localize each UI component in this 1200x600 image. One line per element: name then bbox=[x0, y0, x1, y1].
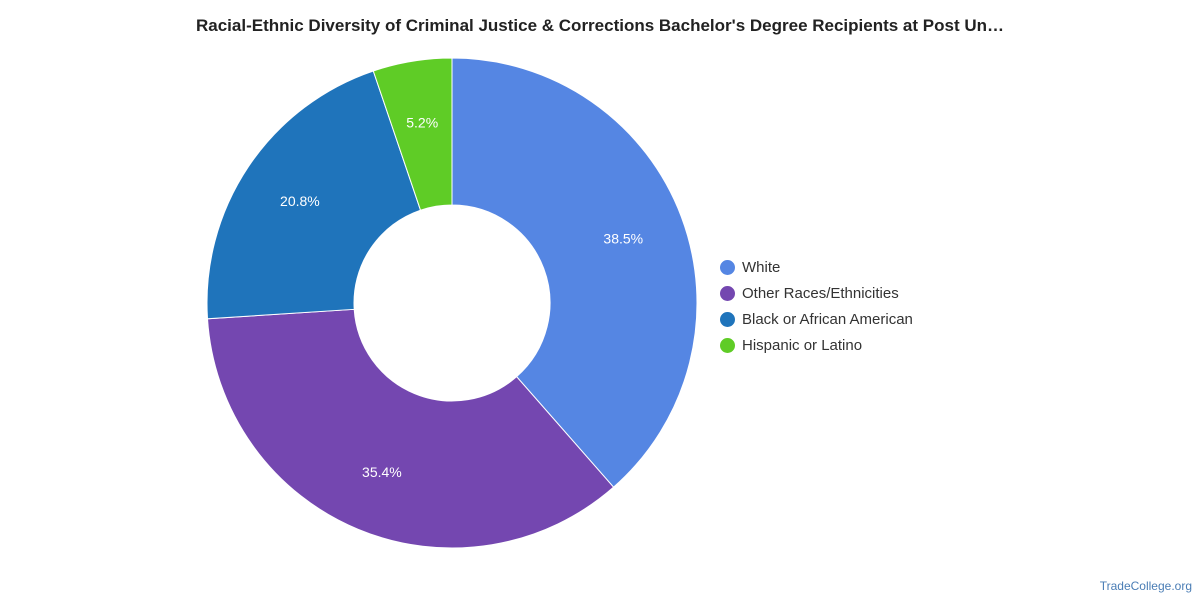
slice-label-hispanic: 5.2% bbox=[406, 114, 438, 130]
legend-item-white[interactable]: White bbox=[720, 254, 913, 280]
legend-item-black[interactable]: Black or African American bbox=[720, 306, 913, 332]
legend-label-black: Black or African American bbox=[742, 310, 913, 328]
legend-item-other-races[interactable]: Other Races/Ethnicities bbox=[720, 280, 913, 306]
slice-group bbox=[206, 57, 698, 549]
chart-title: Racial-Ethnic Diversity of Criminal Just… bbox=[196, 16, 1004, 35]
legend-swatch-black bbox=[720, 311, 735, 327]
legend-swatch-other-races bbox=[720, 285, 735, 301]
slice-label-black: 20.8% bbox=[280, 193, 320, 209]
legend-item-hispanic[interactable]: Hispanic or Latino bbox=[720, 332, 913, 358]
legend: White Other Races/Ethnicities Black or A… bbox=[720, 254, 913, 358]
slice-hispanic[interactable] bbox=[372, 57, 453, 211]
label-group: 38.5% 35.4% 20.8% 5.2% bbox=[280, 114, 643, 480]
slice-label-other-races: 35.4% bbox=[362, 464, 402, 480]
legend-label-white: White bbox=[742, 258, 781, 276]
legend-swatch-hispanic bbox=[720, 337, 735, 353]
slice-other-races[interactable] bbox=[206, 308, 615, 549]
slice-white[interactable] bbox=[451, 57, 698, 488]
legend-label-hispanic: Hispanic or Latino bbox=[742, 336, 863, 354]
legend-swatch-white bbox=[720, 259, 735, 275]
slice-black[interactable] bbox=[206, 70, 422, 320]
slice-label-white: 38.5% bbox=[603, 231, 643, 247]
credit-link[interactable]: TradeCollege.org bbox=[1099, 579, 1192, 593]
legend-label-other-races: Other Races/Ethnicities bbox=[742, 284, 899, 302]
